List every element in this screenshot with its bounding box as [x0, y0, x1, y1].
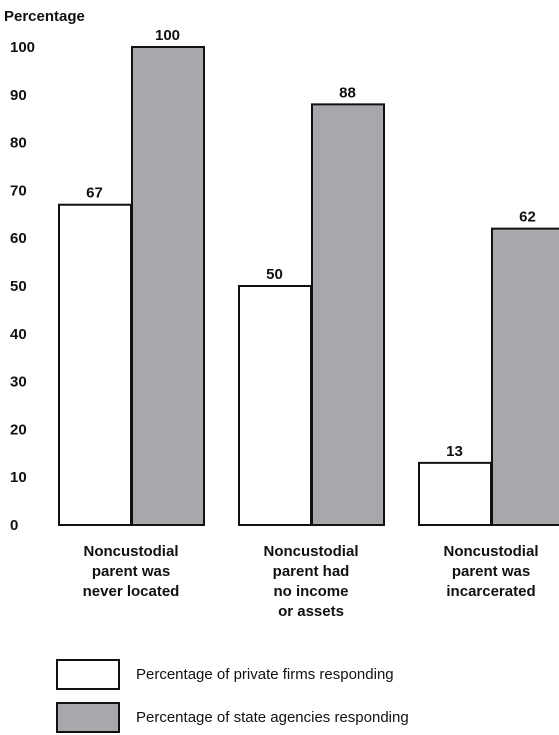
- legend-item-state: Percentage of state agencies responding: [56, 702, 409, 733]
- bar-private-firms: [238, 285, 312, 526]
- bars: 67 100 50 88 13 62: [58, 27, 559, 527]
- bar-state-agencies: [311, 103, 385, 527]
- category-label-line: Noncustodial: [83, 543, 179, 560]
- category-label: Noncustodial parent was never located: [41, 542, 221, 602]
- bar-private-firms: [418, 461, 492, 526]
- data-label: 13: [446, 443, 463, 460]
- legend-label-state: Percentage of state agencies responding: [136, 709, 409, 726]
- category-label-line: parent was: [451, 563, 531, 580]
- category-label-line: or assets: [278, 603, 344, 620]
- bar-state-agencies: [491, 227, 559, 526]
- bar-private-firms: [58, 203, 132, 527]
- legend-swatch-private: [56, 659, 120, 690]
- y-tick-label: 40: [10, 326, 27, 343]
- category-label-line: parent had: [272, 563, 350, 580]
- y-tick-label: 100: [10, 39, 35, 56]
- y-tick-label: 80: [10, 135, 27, 152]
- legend-label-private: Percentage of private firms responding: [136, 666, 394, 683]
- data-label: 67: [86, 185, 103, 202]
- data-label: 88: [339, 84, 356, 101]
- category-label: Noncustodial parent had no income or assets: [221, 542, 401, 622]
- y-tick-label: 60: [10, 230, 27, 247]
- legend-item-private: Percentage of private firms responding: [56, 659, 394, 690]
- y-axis-label: Percentage: [4, 8, 85, 25]
- category-label: Noncustodial parent was incarcerated: [401, 542, 559, 602]
- legend-swatch-state: [56, 702, 120, 733]
- y-tick-label: 10: [10, 469, 27, 486]
- y-tick-label: 70: [10, 182, 27, 199]
- data-label: 50: [266, 266, 283, 283]
- category-label-line: Noncustodial: [443, 543, 539, 560]
- y-axis-ticks: 0 10 20 30 40 50 60 70 80 90 100: [10, 39, 35, 534]
- y-tick-label: 20: [10, 421, 27, 438]
- y-tick-label: 50: [10, 278, 27, 295]
- category-label-line: never located: [82, 583, 180, 600]
- y-tick-label: 0: [10, 517, 18, 534]
- category-label-line: Noncustodial: [263, 543, 359, 560]
- category-label-line: incarcerated: [446, 583, 536, 600]
- category-label-line: no income: [273, 583, 349, 600]
- data-label: 62: [519, 209, 536, 226]
- category-label-line: parent was: [91, 563, 171, 580]
- y-tick-label: 30: [10, 374, 27, 391]
- data-label: 100: [155, 27, 180, 44]
- y-tick-label: 90: [10, 87, 27, 104]
- bar-state-agencies: [131, 46, 205, 526]
